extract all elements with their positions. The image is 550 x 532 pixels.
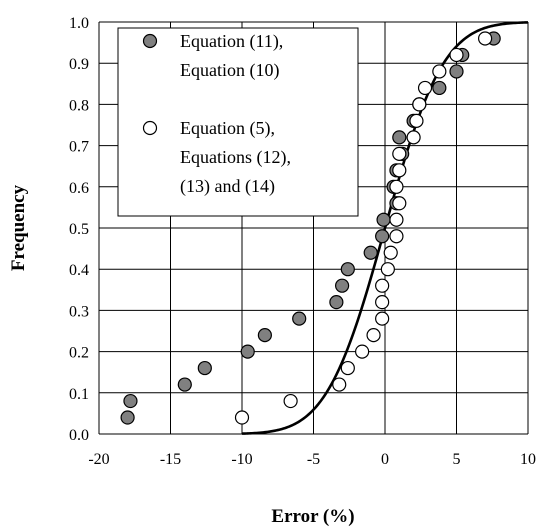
x-tick-label: -10 (231, 451, 252, 468)
open-data-point (389, 179, 404, 194)
x-tick-label: 10 (520, 451, 536, 468)
filled-data-point (335, 278, 350, 293)
y-tick-label: 0.3 (69, 303, 89, 320)
filled-data-point (376, 212, 391, 227)
open-data-point (383, 245, 398, 260)
open-data-point (234, 410, 250, 425)
open-data-point (375, 311, 390, 326)
y-tick-label: 0.9 (69, 56, 89, 73)
open-data-point (449, 47, 464, 63)
filled-data-point (340, 262, 355, 277)
x-tick-label: 0 (381, 451, 389, 468)
y-tick-label: 0.0 (69, 427, 89, 444)
y-tick-label: 0.5 (69, 221, 89, 238)
y-tick-label: 0.4 (69, 262, 89, 279)
open-data-point (392, 163, 407, 178)
legend-filled-marker (142, 33, 158, 49)
fitted-cdf-curve (241, 21, 529, 435)
y-tick-label: 0.6 (69, 180, 89, 197)
open-data-point (392, 146, 407, 161)
y-tick-label: 0.8 (69, 97, 89, 114)
open-data-point (332, 377, 347, 392)
open-data-point (375, 278, 390, 293)
legend-label: (13) and (14) (180, 176, 275, 197)
filled-data-point (329, 295, 344, 310)
filled-data-point (392, 130, 407, 145)
filled-data-point (197, 360, 212, 376)
open-data-point (340, 360, 355, 376)
open-data-point (417, 80, 433, 96)
open-data-point (432, 64, 447, 79)
filled-data-point (432, 80, 447, 96)
legend-label: Equation (11), (180, 31, 283, 52)
data-points-layer (120, 31, 501, 425)
x-tick-label: -20 (88, 451, 109, 468)
legend-label: Equation (10) (180, 60, 279, 81)
filled-data-point (257, 328, 272, 343)
x-tick-label: -15 (160, 451, 181, 468)
open-data-point (409, 113, 424, 128)
open-data-point (406, 130, 421, 145)
filled-data-point (292, 311, 307, 326)
filled-data-point (375, 229, 390, 244)
open-data-point (366, 328, 381, 343)
filled-data-point (449, 64, 464, 79)
y-axis-title: Frequency (8, 184, 29, 271)
x-tick-label: -5 (307, 451, 320, 468)
y-tick-label: 1.0 (69, 15, 89, 32)
filled-data-point (363, 245, 378, 260)
open-data-point (389, 229, 404, 244)
open-data-point (412, 97, 427, 112)
open-data-point (380, 262, 395, 277)
open-data-point (392, 196, 407, 211)
legend-open-marker (142, 120, 158, 136)
y-tick-label: 0.1 (69, 386, 89, 403)
y-tick-label: 0.2 (69, 345, 89, 362)
fitted-curve-layer (241, 21, 529, 435)
open-data-point (478, 31, 493, 46)
legend-box (117, 27, 359, 217)
filled-data-point (123, 393, 138, 409)
open-data-point (389, 212, 404, 227)
open-data-point (355, 344, 370, 359)
open-data-point (283, 393, 298, 409)
open-data-point (375, 295, 390, 310)
y-tick-label: 0.7 (69, 139, 89, 156)
tick-labels: -20 -15 -10 -5 0 5 10 0.0 0.1 0.2 0.3 0.4 0.5 0.6 0.7 0… (69, 15, 536, 468)
legend-label: Equations (12), (180, 147, 291, 168)
filled-data-point (120, 410, 135, 425)
filled-data-point (240, 344, 255, 359)
legend-label: Equation (5), (180, 118, 275, 139)
x-axis-title: Error (%) (271, 506, 354, 527)
x-tick-label: 5 (453, 451, 461, 468)
legend: Equation (11), Equation (10) Equation (5),… (117, 27, 359, 217)
filled-data-point (177, 377, 192, 392)
